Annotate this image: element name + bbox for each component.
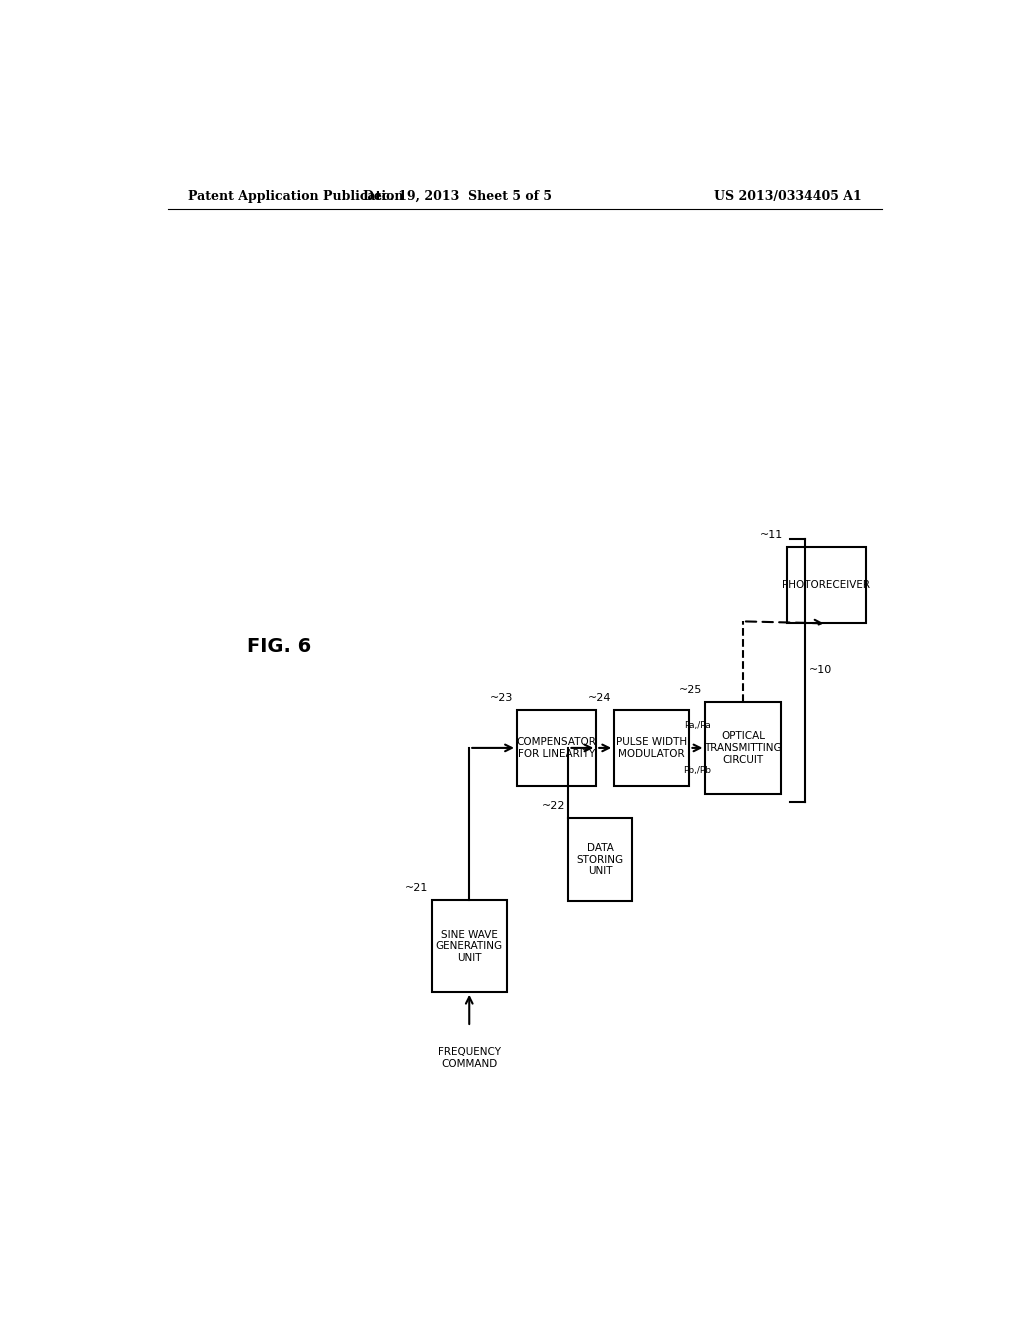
Text: ~21: ~21 — [406, 883, 428, 894]
Text: ~10: ~10 — [809, 665, 833, 676]
Text: PULSE WIDTH
MODULATOR: PULSE WIDTH MODULATOR — [616, 737, 687, 759]
Text: ~23: ~23 — [490, 693, 514, 702]
Text: FIG. 6: FIG. 6 — [247, 636, 311, 656]
Text: ~24: ~24 — [588, 693, 611, 702]
Bar — [431, 900, 507, 991]
Bar — [786, 548, 866, 623]
Bar — [614, 710, 689, 785]
Bar — [568, 818, 632, 902]
Text: ~11: ~11 — [760, 531, 783, 540]
Text: ~25: ~25 — [679, 685, 702, 696]
Text: DATA
STORING
UNIT: DATA STORING UNIT — [577, 843, 624, 876]
Bar — [706, 702, 780, 793]
Text: PHOTORECEIVER: PHOTORECEIVER — [782, 581, 870, 590]
Text: US 2013/0334405 A1: US 2013/0334405 A1 — [715, 190, 862, 202]
Bar — [517, 710, 596, 785]
Text: Pa,/Pa: Pa,/Pa — [684, 721, 711, 730]
Text: OPTICAL
TRANSMITTING
CIRCUIT: OPTICAL TRANSMITTING CIRCUIT — [705, 731, 782, 764]
Text: Dec. 19, 2013  Sheet 5 of 5: Dec. 19, 2013 Sheet 5 of 5 — [362, 190, 552, 202]
Text: COMPENSATOR
FOR LINEARITY: COMPENSATOR FOR LINEARITY — [516, 737, 597, 759]
Text: ~22: ~22 — [542, 801, 565, 810]
Text: Pb,/Pb: Pb,/Pb — [683, 766, 712, 775]
Text: SINE WAVE
GENERATING
UNIT: SINE WAVE GENERATING UNIT — [435, 929, 503, 962]
Text: Patent Application Publication: Patent Application Publication — [187, 190, 403, 202]
Text: FREQUENCY
COMMAND: FREQUENCY COMMAND — [437, 1047, 501, 1069]
